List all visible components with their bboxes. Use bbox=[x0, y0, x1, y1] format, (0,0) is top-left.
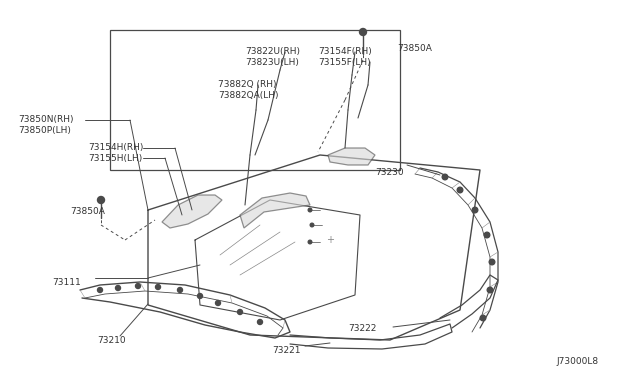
Text: 73210: 73210 bbox=[97, 336, 125, 345]
Circle shape bbox=[442, 174, 448, 180]
Text: 73155H(LH): 73155H(LH) bbox=[88, 154, 142, 163]
Circle shape bbox=[480, 315, 486, 321]
Circle shape bbox=[489, 259, 495, 265]
Text: 73850N(RH): 73850N(RH) bbox=[18, 115, 74, 124]
Circle shape bbox=[308, 208, 312, 212]
Circle shape bbox=[136, 283, 141, 289]
Text: 73882Q (RH): 73882Q (RH) bbox=[218, 80, 276, 89]
Text: 73111: 73111 bbox=[52, 278, 81, 287]
Circle shape bbox=[308, 240, 312, 244]
Circle shape bbox=[177, 288, 182, 292]
Circle shape bbox=[472, 207, 478, 213]
Text: 73230: 73230 bbox=[375, 168, 404, 177]
Text: 73850P(LH): 73850P(LH) bbox=[18, 126, 71, 135]
Text: 73222: 73222 bbox=[348, 324, 376, 333]
Text: 73221: 73221 bbox=[272, 346, 301, 355]
Circle shape bbox=[97, 196, 104, 203]
Text: +: + bbox=[326, 235, 334, 245]
Text: 73155F(LH): 73155F(LH) bbox=[318, 58, 371, 67]
Text: 73850A: 73850A bbox=[397, 44, 432, 53]
Polygon shape bbox=[162, 195, 222, 228]
Circle shape bbox=[360, 29, 367, 35]
Text: 73822U(RH): 73822U(RH) bbox=[245, 47, 300, 56]
Text: 73154F(RH): 73154F(RH) bbox=[318, 47, 372, 56]
Text: 73882QA(LH): 73882QA(LH) bbox=[218, 91, 278, 100]
Text: 73154H(RH): 73154H(RH) bbox=[88, 143, 143, 152]
Polygon shape bbox=[240, 193, 310, 228]
Text: 73823U(LH): 73823U(LH) bbox=[245, 58, 299, 67]
Circle shape bbox=[156, 285, 161, 289]
Circle shape bbox=[310, 223, 314, 227]
Text: J73000L8: J73000L8 bbox=[556, 357, 598, 366]
Circle shape bbox=[216, 301, 221, 305]
Polygon shape bbox=[328, 148, 375, 165]
Circle shape bbox=[198, 294, 202, 298]
Circle shape bbox=[457, 187, 463, 193]
Circle shape bbox=[257, 320, 262, 324]
Text: 73850A: 73850A bbox=[70, 207, 105, 216]
Circle shape bbox=[115, 285, 120, 291]
Bar bbox=[110, 30, 400, 170]
Circle shape bbox=[484, 232, 490, 238]
Circle shape bbox=[237, 310, 243, 314]
Circle shape bbox=[97, 288, 102, 292]
Circle shape bbox=[487, 287, 493, 293]
